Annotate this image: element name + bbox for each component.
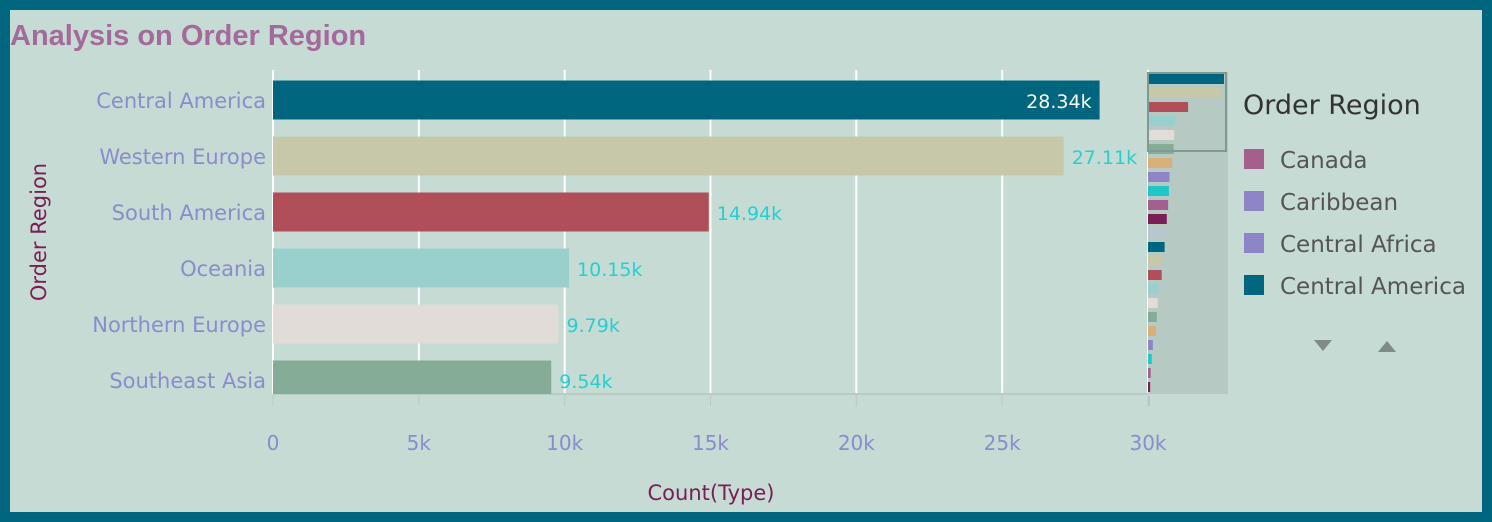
bar[interactable]: [273, 304, 559, 344]
legend-item[interactable]: Caribbean: [1244, 190, 1398, 216]
triangle-up-icon[interactable]: [1378, 341, 1396, 352]
bar[interactable]: [273, 80, 1100, 120]
legend-item[interactable]: Central America: [1244, 274, 1466, 300]
overview-bar: [1148, 340, 1153, 350]
legend-swatch: [1244, 149, 1264, 169]
x-tick-label: 25k: [984, 431, 1021, 455]
x-tick-label: 5k: [407, 431, 432, 455]
overview-bar: [1148, 130, 1175, 140]
bar[interactable]: [273, 192, 709, 232]
bar-chart: Central America Western Europe South Ameri…: [27, 70, 1466, 505]
legend-title: Order Region: [1243, 90, 1421, 121]
legend-label: Central America: [1280, 274, 1466, 300]
overview-bar: [1148, 270, 1162, 280]
data-label: 9.79k: [567, 315, 620, 337]
overview-bar: [1148, 326, 1157, 336]
category-label: Oceania: [180, 257, 266, 281]
data-label: 27.11k: [1072, 147, 1137, 169]
overview-bar: [1148, 172, 1170, 182]
legend-label: Caribbean: [1280, 190, 1398, 216]
legend-item[interactable]: Canada: [1244, 148, 1368, 174]
x-axis-title: Count(Type): [648, 481, 775, 505]
overview-bar: [1148, 116, 1176, 126]
overview-scrollbar[interactable]: [1147, 72, 1228, 406]
bar[interactable]: [273, 248, 570, 288]
x-tick-label: 20k: [838, 431, 875, 455]
data-label: 10.15k: [577, 259, 642, 281]
overview-bar: [1148, 242, 1165, 252]
legend: Order Region Canada Caribbean Central Afri…: [1243, 90, 1466, 352]
data-label: 9.54k: [559, 371, 612, 393]
overview-bar: [1148, 102, 1189, 112]
category-label: South America: [112, 201, 266, 225]
legend-swatch: [1244, 191, 1264, 211]
triangle-down-icon[interactable]: [1314, 340, 1332, 351]
overview-bar: [1148, 312, 1157, 322]
overview-bar: [1148, 284, 1159, 294]
overview-bar: [1148, 158, 1173, 168]
category-label: Northern Europe: [92, 313, 266, 337]
overview-bar: [1148, 354, 1152, 364]
bar[interactable]: [273, 136, 1064, 176]
overview-bar: [1148, 214, 1167, 224]
overview-bar: [1148, 186, 1169, 196]
data-label: 14.94k: [717, 203, 782, 225]
x-tick-label: 0: [267, 431, 280, 455]
category-labels: Central America Western Europe South Ameri…: [92, 89, 266, 393]
gridlines: [272, 70, 1149, 406]
x-tick-label: 10k: [546, 431, 583, 455]
x-tick-labels: 0 5k 10k 15k 20k 25k 30k: [267, 431, 1167, 455]
overview-bar: [1148, 74, 1224, 84]
category-label: Central America: [96, 89, 266, 113]
overview-bar: [1148, 200, 1169, 210]
legend-item[interactable]: Central Africa: [1244, 232, 1437, 258]
category-label: Southeast Asia: [109, 369, 266, 393]
legend-label: Central Africa: [1280, 232, 1437, 258]
legend-swatch: [1244, 233, 1264, 253]
legend-label: Canada: [1280, 148, 1368, 174]
overview-bar: [1148, 88, 1221, 98]
bar[interactable]: [273, 360, 552, 395]
page-title: Analysis on Order Region: [10, 20, 367, 52]
overview-bar: [1148, 368, 1151, 378]
overview-bar: [1148, 298, 1158, 308]
overview-bar: [1148, 228, 1166, 238]
legend-swatch: [1244, 275, 1264, 295]
overview-bars: [1148, 74, 1224, 406]
overview-window-handle[interactable]: [1147, 72, 1227, 152]
value-labels: 28.34k 27.11k 14.94k 10.15k 9.79k 9.54k: [559, 91, 1137, 393]
overview-bar: [1148, 396, 1150, 406]
data-label: 28.34k: [1026, 91, 1091, 113]
chart-card: Analysis on Order Region Central America…: [10, 10, 1482, 512]
x-tick-label: 15k: [692, 431, 729, 455]
x-tick-label: 30k: [1129, 431, 1166, 455]
bars: [273, 80, 1100, 395]
overview-bar: [1148, 144, 1174, 154]
category-label: Western Europe: [99, 145, 266, 169]
overview-bar: [1148, 382, 1151, 392]
overview-bar: [1148, 256, 1163, 266]
y-axis-title: Order Region: [27, 163, 51, 301]
